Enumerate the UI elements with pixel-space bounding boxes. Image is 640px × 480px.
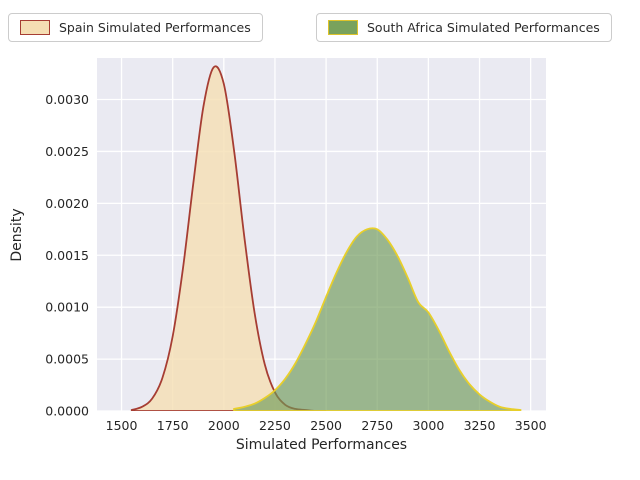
x-tick-label: 1750 xyxy=(157,418,189,433)
south-africa-legend-swatch xyxy=(328,20,358,35)
x-axis-label: Simulated Performances xyxy=(235,437,408,453)
south-africa-legend-label: South Africa Simulated Performances xyxy=(367,20,600,35)
x-tick-label: 3500 xyxy=(515,418,547,433)
spain-legend-label: Spain Simulated Performances xyxy=(59,20,251,35)
density-fill-1 xyxy=(234,228,521,411)
y-tick-label: 0.0015 xyxy=(45,248,89,263)
density-fill-0 xyxy=(131,66,327,411)
x-tick-label: 2000 xyxy=(208,418,240,433)
spain-legend-swatch xyxy=(20,20,50,35)
y-tick-label: 0.0030 xyxy=(45,92,89,107)
x-tick-label: 2500 xyxy=(310,418,342,433)
y-tick-label: 0.0025 xyxy=(45,144,89,159)
y-tick-label: 0.0000 xyxy=(45,404,89,419)
y-tick-label: 0.0010 xyxy=(45,300,89,315)
density-line-1 xyxy=(233,227,522,411)
x-tick-label: 2750 xyxy=(361,418,393,433)
y-tick-label: 0.0005 xyxy=(45,352,89,367)
legend-item-south-africa: South Africa Simulated Performances xyxy=(316,13,612,42)
y-tick-label: 0.0020 xyxy=(45,196,89,211)
y-axis-label: Density xyxy=(9,208,25,262)
x-tick-label: 3250 xyxy=(464,418,496,433)
legend-item-spain: Spain Simulated Performances xyxy=(8,13,263,42)
legend: Spain Simulated Performances South Afric… xyxy=(0,13,640,47)
x-tick-label: 2250 xyxy=(259,418,291,433)
x-tick-label: 3000 xyxy=(412,418,444,433)
x-tick-label: 1500 xyxy=(106,418,138,433)
